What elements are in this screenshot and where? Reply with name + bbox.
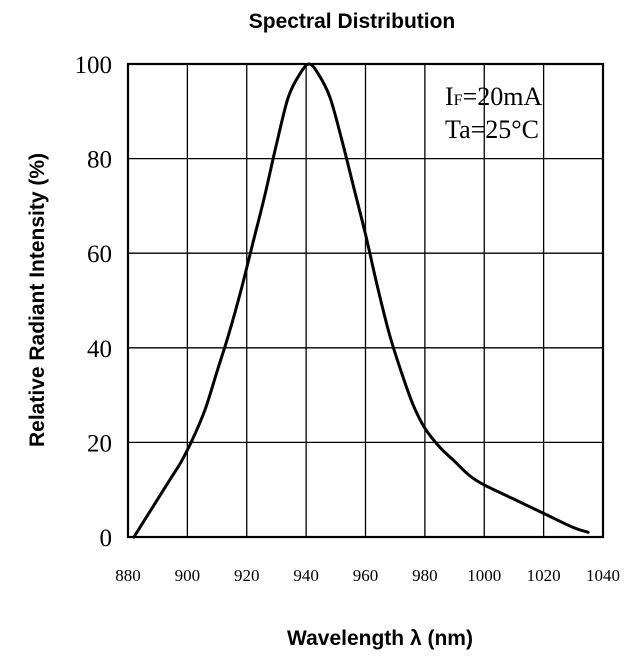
- y-axis-label: Relative Radiant Intensity (%): [26, 153, 49, 447]
- y-tick-label-20: 20: [87, 430, 112, 457]
- y-tick-label-80: 80: [87, 147, 112, 174]
- plot-frame: [126, 62, 605, 539]
- x-tick-label-880: 880: [115, 566, 141, 585]
- x-tick-label-1020: 1020: [527, 566, 561, 585]
- y-axis-ticks: 0 20 40 60 80 100: [75, 52, 113, 552]
- grid-lines: [128, 64, 603, 537]
- x-axis-ticks: 880 900 920 940 960 980 1000 1020 1040: [115, 566, 620, 585]
- x-tick-label-920: 920: [234, 566, 260, 585]
- y-tick-label-40: 40: [87, 336, 112, 363]
- x-tick-label-960: 960: [353, 566, 379, 585]
- x-tick-label-900: 900: [175, 566, 201, 585]
- x-axis-label: Wavelength λ (nm): [287, 627, 473, 650]
- y-tick-label-60: 60: [87, 241, 112, 268]
- series-line: [132, 62, 590, 539]
- annotation-temperature: Ta=25°C: [445, 115, 539, 144]
- x-tick-label-980: 980: [412, 566, 438, 585]
- y-tick-label-0: 0: [100, 525, 113, 552]
- x-tick-label-940: 940: [293, 566, 319, 585]
- x-tick-label-1000: 1000: [467, 566, 501, 585]
- x-tick-label-1040: 1040: [586, 566, 620, 585]
- annotation-current: IF=20mA: [445, 82, 542, 111]
- chart-title: Spectral Distribution: [249, 10, 456, 33]
- y-tick-label-100: 100: [75, 52, 113, 79]
